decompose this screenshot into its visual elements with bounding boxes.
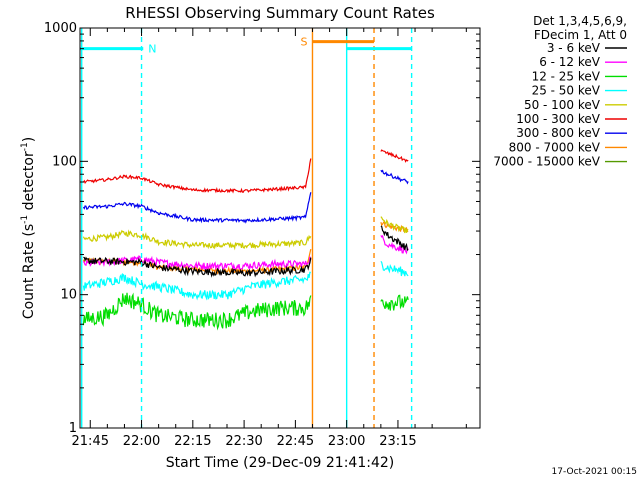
series-line-0 — [83, 225, 409, 278]
legend-entry-label-3: 25 - 50 keV — [532, 84, 601, 98]
x-tick-label-4: 22:45 — [277, 434, 314, 449]
x-tick-label-2: 22:15 — [174, 434, 211, 449]
legend-entry-label-2: 12 - 25 keV — [532, 69, 601, 83]
y-axis-label: Count Rate (s-1 detector-1) — [20, 137, 37, 319]
legend-entry-label-4: 50 - 100 keV — [524, 98, 601, 112]
flag-label-S: S — [300, 36, 307, 49]
legend-entry-label-7: 800 - 7000 keV — [509, 140, 601, 154]
legend-entry-label-8: 7000 - 15000 keV — [493, 155, 600, 169]
plot-frame — [79, 27, 481, 429]
series-line-4 — [82, 216, 409, 251]
series-line-5 — [82, 149, 409, 194]
y-tick-label-1: 10 — [60, 288, 77, 303]
y-axis-label-end: ) — [21, 137, 37, 142]
series-line-2 — [82, 292, 409, 331]
y-axis-label-mid: detector — [21, 151, 37, 215]
y-axis-label-main: Count Rate (s — [21, 224, 37, 319]
legend-entry-label-0: 3 - 6 keV — [547, 41, 601, 55]
y-axis-label-sup2: -1 — [20, 142, 30, 151]
x-tick-label-0: 21:45 — [72, 434, 109, 449]
y-tick-label-2: 100 — [52, 154, 77, 169]
series-line-1 — [82, 234, 409, 271]
x-tick-label-5: 23:00 — [328, 434, 365, 449]
x-axis-label: Start Time (29-Dec-09 21:41:42) — [166, 455, 394, 471]
x-tick-label-1: 22:00 — [123, 434, 160, 449]
legend-entry-label-5: 100 - 300 keV — [516, 112, 600, 126]
footer-timestamp: 17-Oct-2021 00:15 — [552, 467, 637, 477]
axes: 21:45 22:00 22:15 22:30 22:45 23:00 23:15 1 10 10… — [44, 21, 480, 449]
series-line-3 — [82, 260, 409, 301]
x-tick-label-3: 22:30 — [225, 434, 262, 449]
x-tick-label-6: 23:15 — [379, 434, 416, 449]
chart-title: RHESSI Observing Summary Count Rates — [125, 4, 435, 22]
plot-area: NS — [80, 28, 413, 428]
y-tick-label-3: 1000 — [44, 21, 77, 36]
legend-entry-label-1: 6 - 12 keV — [539, 55, 601, 69]
y-tick-label-0: 1 — [69, 421, 77, 436]
flag-label-N: N — [148, 43, 156, 56]
y-axis-label-sup1: -1 — [20, 215, 30, 224]
legend-header-line-2: FDecim 1, Att 0 — [534, 28, 627, 42]
series-line-6 — [82, 169, 409, 224]
legend-entry-label-6: 300 - 800 keV — [516, 126, 600, 140]
legend: Det 1,3,4,5,6,9, FDecim 1, Att 0 3 - 6 k… — [493, 14, 627, 169]
legend-header-line-1: Det 1,3,4,5,6,9, — [533, 14, 627, 28]
